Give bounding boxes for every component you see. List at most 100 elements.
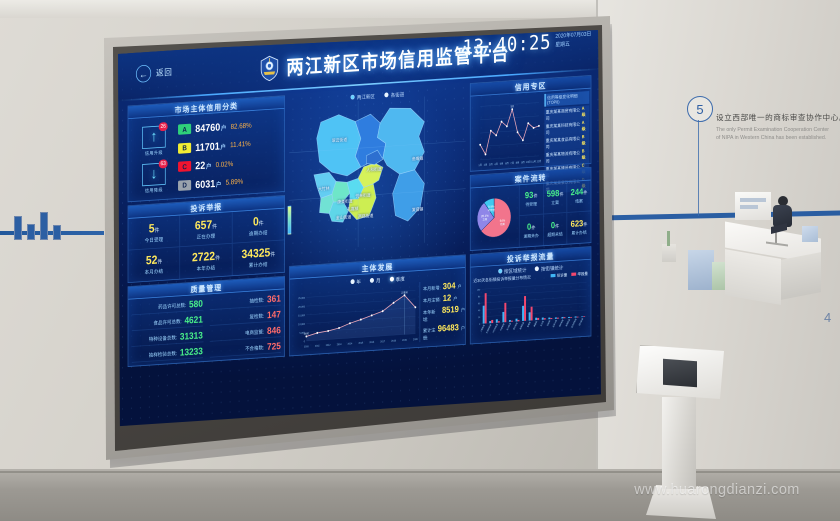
svg-text:10月: 10月 <box>526 159 531 164</box>
complaint-stat-cell[interactable]: 657件 正在办理 <box>180 211 233 248</box>
quality-row-label: 复检数: <box>249 313 265 321</box>
credit-change-name: 重庆某某食品有限公司 <box>545 136 580 151</box>
svg-text:4月: 4月 <box>494 162 498 167</box>
case-stat-value: 0件 <box>526 221 536 232</box>
case-stat-label: 立案 <box>551 200 559 207</box>
entity-stat: 累计注册: 96483 户 <box>423 322 465 341</box>
complaint-stat-cell[interactable]: 52件 本月办结 <box>128 247 181 283</box>
quality-row-label: 电商监管: <box>245 329 265 337</box>
svg-text:2015: 2015 <box>359 342 364 344</box>
back-button[interactable]: ← 返回 <box>135 63 173 83</box>
credit-grade-row[interactable]: A 84760户 82.68% <box>178 117 280 136</box>
map-region-label: 悦来街道 <box>355 193 371 200</box>
dashboard-title-block: 两江新区市场信用监管平台 <box>239 32 529 89</box>
kiosk-screen[interactable] <box>663 358 697 388</box>
info-kiosk <box>632 345 728 521</box>
map-region-label: 两路街道 <box>358 213 374 220</box>
map-svg <box>289 96 466 248</box>
entity-stat-label: 本月注销: <box>422 297 441 304</box>
credit-grade-badge: B <box>178 142 192 154</box>
case-stat-value: 93件 <box>524 190 538 201</box>
panel-quality-title: 质量管理 <box>190 283 223 295</box>
quality-row: 抽样检验总数: 13233 <box>131 345 203 363</box>
complaint-stat-cell[interactable]: 2722件 本年办结 <box>180 243 233 279</box>
credit-grade-percent: 82.68% <box>230 121 252 131</box>
radio-dot-icon <box>350 279 355 285</box>
svg-text:25,000: 25,000 <box>298 297 305 301</box>
arrow-left-icon: ← <box>135 64 152 83</box>
svg-text:58: 58 <box>511 104 514 108</box>
svg-text:60: 60 <box>478 303 481 305</box>
map-region-label: 翠云街道 <box>331 137 348 144</box>
complaint-stat-cell[interactable]: 34325件 累计办结 <box>232 240 284 275</box>
svg-text:15,000: 15,000 <box>298 314 305 318</box>
svg-text:20,000: 20,000 <box>298 305 305 309</box>
credit-change-list[interactable]: 信用等级变化明细 (TOP8) 重庆某某商贸有限公司 A级 重庆某某科技有限公司 A级… <box>542 89 590 194</box>
floor-baseboard <box>0 471 840 473</box>
led-video-wall: ← 返回 <box>96 14 616 468</box>
case-stat-cell[interactable]: 598件 立案 <box>542 182 567 215</box>
case-stat-label: 超期未结 <box>547 231 563 238</box>
credit-grade-value: 84760户 <box>195 121 227 135</box>
series-legend-item: 举报量 <box>571 271 588 278</box>
credit-grade-row[interactable]: D 6031户 5.89% <box>178 173 280 192</box>
credit-downgrade[interactable]: 63 ↓ 信用降级 <box>139 158 169 197</box>
svg-text:翠云街道: 翠云街道 <box>512 321 519 330</box>
entity-stat: 本年新增: 8519 户 <box>423 304 465 322</box>
radio-dot-icon <box>497 268 502 274</box>
entity-stat-value: 96483 <box>437 322 459 334</box>
panel-complaints: 投诉举报 5件 今日受理 657件 正在办理 0件 逾期办结 52件 本月办结 2722件 本年办… <box>127 195 285 284</box>
entity-stat-value: 8519 <box>441 304 459 315</box>
quality-row-value: 580 <box>189 297 203 310</box>
case-stat-cell[interactable]: 0件 逾期未办 <box>518 214 543 247</box>
quality-row-value: 13233 <box>179 345 203 359</box>
case-stat-cell[interactable]: 623件 累计办结 <box>566 211 591 244</box>
svg-text:2012: 2012 <box>326 345 331 347</box>
svg-text:玉峰山镇: 玉峰山镇 <box>551 319 558 328</box>
watermark: www.huarongdianzi.com <box>634 482 800 498</box>
map-color-scale <box>287 205 292 235</box>
credit-upgrade-badge: 26 <box>158 121 168 131</box>
district-map[interactable]: 翠云街道 人和街道 鱼嘴镇 大竹林 康美街道 礼嘉镇 金山街道 悦来街道 两路街道 复盛镇 <box>287 94 466 252</box>
credit-change-value: A级 <box>581 106 586 118</box>
credit-change-name: 重庆某某物流有限公司 <box>545 151 580 165</box>
quality-row: 电商监管: 846 <box>209 324 281 342</box>
svg-text:12月: 12月 <box>536 159 541 164</box>
credit-grade-row[interactable]: C 22户 0.02% <box>178 154 280 173</box>
svg-text:2016: 2016 <box>369 342 374 344</box>
complaint-stat-cell[interactable]: 5件 今日受理 <box>128 215 181 251</box>
complaint-stat-value: 34325件 <box>241 245 276 262</box>
svg-text:9.9%: 9.9% <box>488 204 495 209</box>
entity-period-tab[interactable]: 季度 <box>389 274 405 283</box>
entity-period-tab[interactable]: 月 <box>369 276 381 285</box>
quality-row-label: 抽样检验总数: <box>148 351 178 359</box>
quality-row-label: 不合格数: <box>245 345 265 353</box>
svg-text:天宫殿街道: 天宫殿街道 <box>485 323 493 334</box>
complaint-stat-cell[interactable]: 0件 逾期办结 <box>232 208 285 244</box>
quality-row-value: 846 <box>267 324 281 337</box>
credit-upgrade[interactable]: 26 ↑ 信用升级 <box>139 121 169 159</box>
case-stat-label: 逾期未办 <box>523 233 539 240</box>
quality-row: 药品许可总数: 580 <box>131 297 203 316</box>
entity-period-tab[interactable]: 年 <box>350 277 361 286</box>
case-stat-cell[interactable]: 0件 超期未结 <box>542 212 567 246</box>
wall-plant-graphic <box>660 228 678 262</box>
credit-downgrade-label: 信用降级 <box>144 187 163 194</box>
case-stat-cell[interactable]: 244件 结案 <box>566 180 591 213</box>
panel-entity-title: 主体发展 <box>361 263 394 274</box>
svg-text:20: 20 <box>478 317 481 319</box>
svg-text:2010: 2010 <box>304 346 309 348</box>
svg-text:2017: 2017 <box>380 341 385 343</box>
wall-caption-cn: 设立西部唯一的商标审查协作中心。 <box>716 113 840 122</box>
case-stat-cell[interactable]: 93件 待受理 <box>518 183 543 217</box>
panel-credit-special: 信用专区 58 1月 2月 3月 4月 5月 6月 7月 8月 9月 10月 11月 12月 信用等级变… <box>469 75 592 194</box>
clock-time: 13:40:25 <box>462 30 552 59</box>
credit-grade-row[interactable]: B 11701户 11.41% <box>178 136 280 155</box>
back-button-label: 返回 <box>155 67 173 79</box>
wall-marker-5: 5 <box>687 96 713 122</box>
svg-text:鱼嘴镇: 鱼嘴镇 <box>526 321 532 328</box>
svg-text:40: 40 <box>478 310 481 312</box>
panel-complaint-source: 投诉举报流量 按区域统计 按街镇统计 近30天各街镇投诉举报量分布情况 投诉量 举报… <box>469 246 592 345</box>
quality-row: 复检数: 147 <box>209 308 281 326</box>
svg-text:2013: 2013 <box>337 344 342 346</box>
